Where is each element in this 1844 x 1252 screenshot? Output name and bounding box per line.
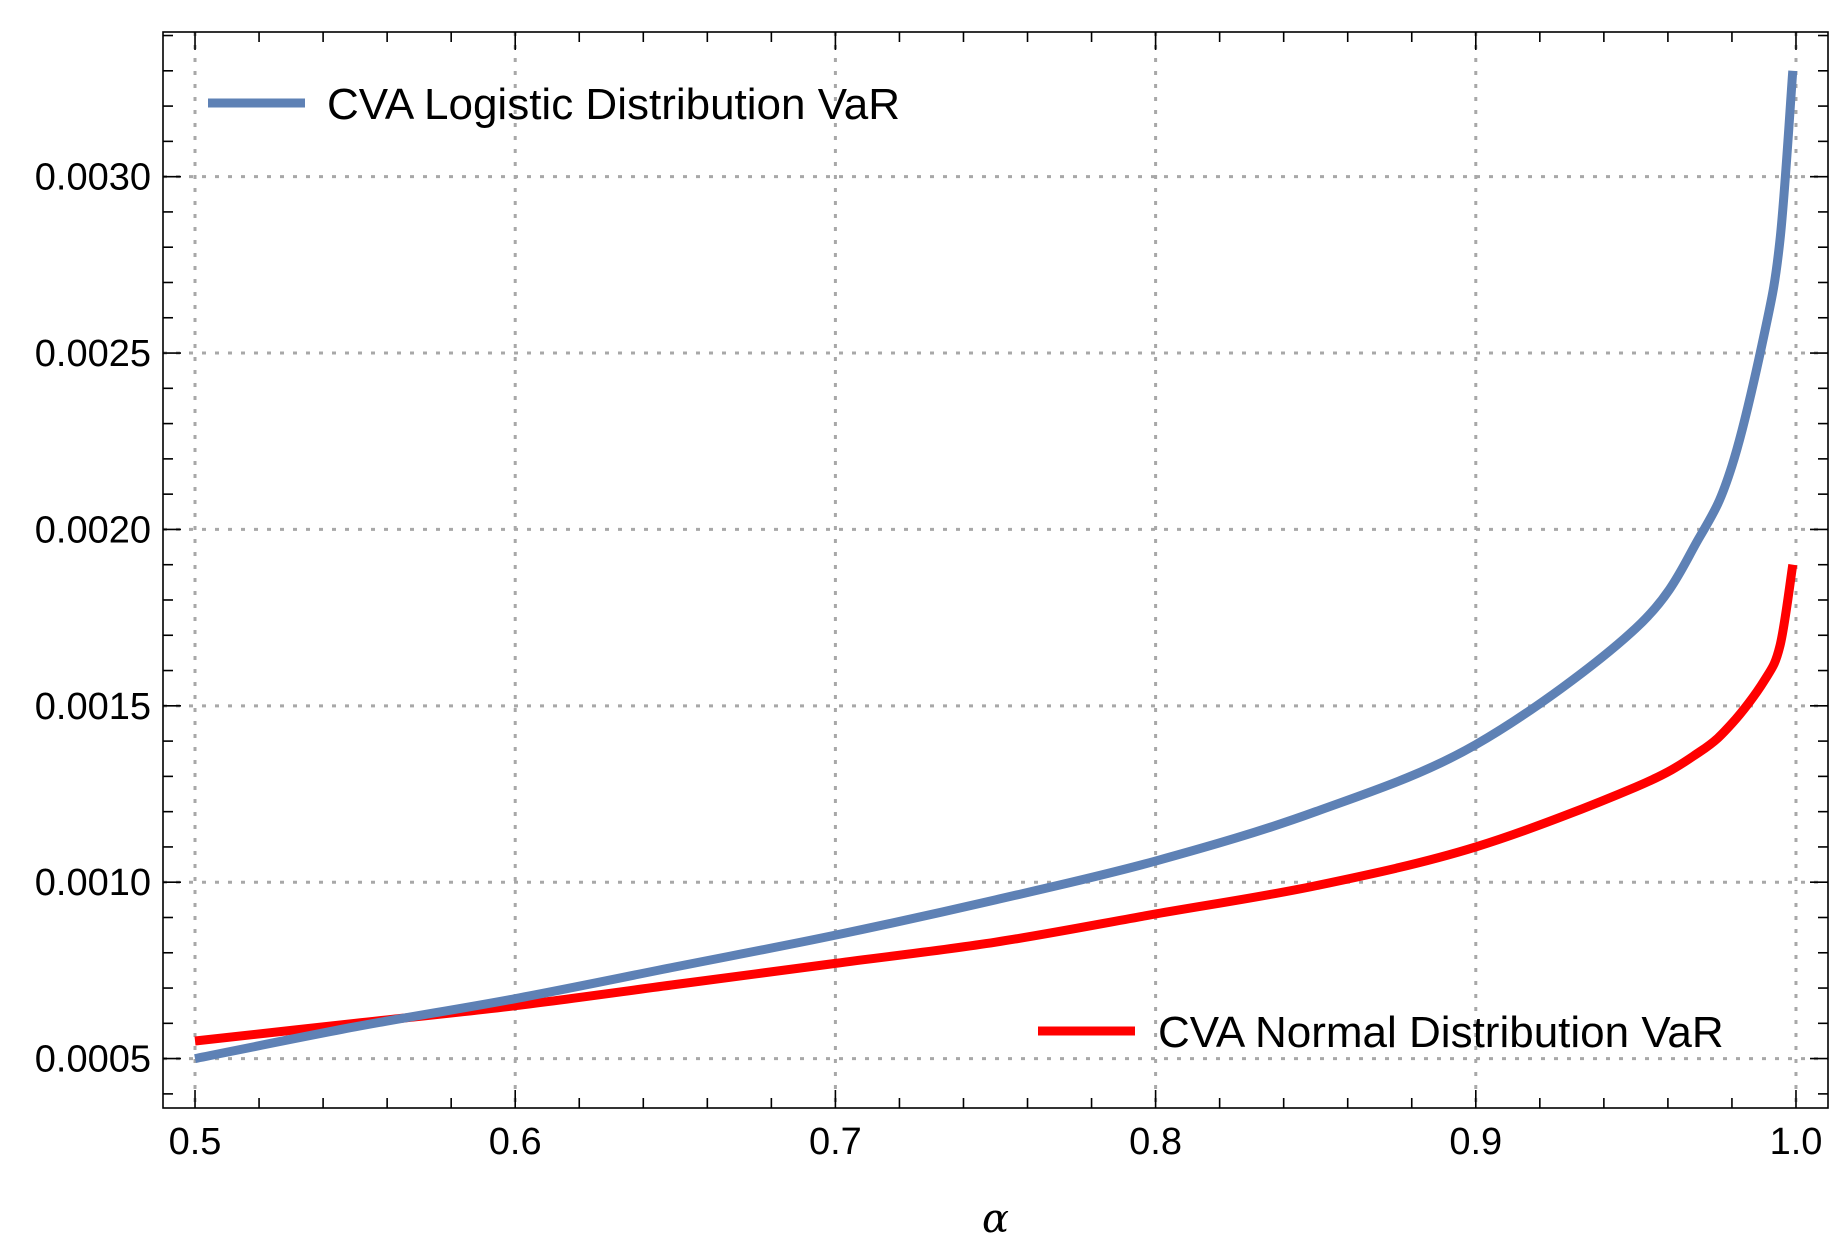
- legend-normal: CVA Normal Distribution VaR: [1038, 1008, 1724, 1057]
- y-tick-label: 0.0030: [35, 157, 151, 199]
- x-tick-label: 0.5: [169, 1121, 222, 1163]
- x-tick-label: 0.7: [809, 1121, 862, 1163]
- x-tick-label: 0.9: [1449, 1121, 1502, 1163]
- y-tick-label: 0.0005: [35, 1039, 151, 1081]
- tick-label-layer: 0.5 0.6 0.7 0.8 0.9 1.0 0.0005 0.0010 0.0015 0.00…: [35, 157, 1823, 1163]
- legend-logistic: CVA Logistic Distribution VaR: [208, 80, 900, 129]
- x-axis-title: α: [982, 1196, 1009, 1242]
- y-tick-label: 0.0025: [35, 333, 151, 375]
- series-line-logistic: [194, 70, 1798, 1064]
- legend-label-logistic: CVA Logistic Distribution VaR: [327, 80, 900, 129]
- grid-layer: [163, 32, 1828, 1108]
- tick-layer: [163, 32, 1828, 1108]
- series-layer: [194, 70, 1798, 1064]
- plot-frame: [162, 31, 1829, 1109]
- x-tick-label: 0.8: [1129, 1121, 1182, 1163]
- x-tick-label: 0.6: [489, 1121, 542, 1163]
- x-tick-label: 1.0: [1770, 1121, 1823, 1163]
- y-tick-label: 0.0015: [35, 686, 151, 728]
- y-tick-label: 0.0020: [35, 509, 151, 551]
- series-line-normal: [194, 564, 1798, 1046]
- legend-label-normal: CVA Normal Distribution VaR: [1158, 1008, 1724, 1057]
- y-tick-label: 0.0010: [35, 862, 151, 904]
